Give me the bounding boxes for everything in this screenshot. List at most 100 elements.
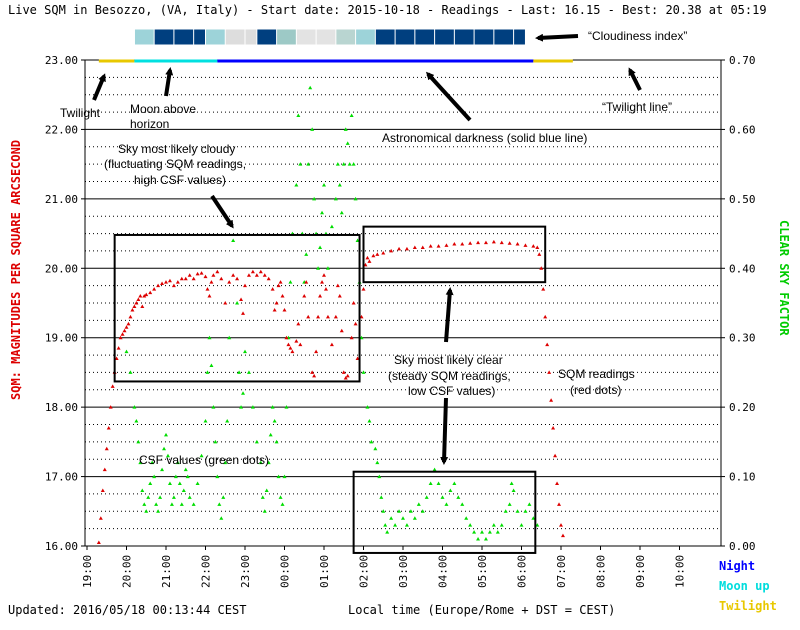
sqm-point <box>318 294 323 298</box>
sqm-point <box>130 307 135 312</box>
sqm-point <box>258 269 263 274</box>
sqm-point <box>286 342 291 347</box>
csf-point <box>381 509 386 513</box>
updated-timestamp: Updated: 2016/05/18 00:13:44 CEST <box>8 603 246 617</box>
sqm-point <box>325 314 330 319</box>
sqm-point <box>270 287 275 291</box>
csf-point <box>294 182 299 187</box>
highlight-boxes <box>113 225 547 554</box>
csf-point <box>128 370 133 374</box>
csf-point <box>164 432 168 437</box>
sqm-point <box>335 283 340 288</box>
csf-point <box>243 349 247 354</box>
csf-point <box>401 516 405 520</box>
csf-point <box>205 370 210 374</box>
sqm-point <box>187 273 192 277</box>
csf-point <box>148 481 153 486</box>
sqm-point <box>175 280 180 284</box>
csf-point <box>320 210 325 215</box>
csf-point <box>304 252 309 256</box>
csf-point <box>215 474 220 479</box>
csf-point <box>254 439 259 444</box>
arrow-clear-up <box>444 287 454 343</box>
csf-point <box>298 162 303 166</box>
csf-point <box>162 446 167 451</box>
csf-point <box>231 238 236 243</box>
sqm-point <box>136 297 141 302</box>
label-clear-2: (steady SQM readings, <box>388 369 511 383</box>
sqm-point <box>560 533 565 538</box>
csf-point <box>499 523 504 527</box>
csf-point <box>428 481 433 486</box>
sqm-point <box>191 276 196 281</box>
sqm-point <box>491 239 496 244</box>
sqm-point <box>351 301 356 305</box>
y-axis-ticks: 16.00 17.00 18.00 19.00 20.00 21.00 22.00 23.00 <box>45 54 85 553</box>
sqm-point <box>559 523 563 527</box>
sqm-point <box>531 244 536 248</box>
highlight-box-cloudy <box>113 233 361 383</box>
sqm-point <box>179 276 184 281</box>
sqm-point <box>557 502 562 506</box>
sqm-point <box>323 287 328 291</box>
csf-point <box>337 182 342 187</box>
csf-point <box>487 530 492 534</box>
csf-point <box>491 523 496 527</box>
csf-point <box>260 495 265 499</box>
csf-point <box>191 502 196 506</box>
csf-point <box>227 335 232 340</box>
csf-point <box>239 405 244 409</box>
csf-point <box>156 509 161 513</box>
sqm-point <box>96 540 101 545</box>
x-tick-label: 03:00 <box>397 555 410 588</box>
y2-tick-label: 0.10 <box>729 471 756 484</box>
csf-point <box>276 474 281 479</box>
sqm-point <box>203 274 208 279</box>
sqm-point <box>205 287 210 291</box>
legend-twilight: Twilight <box>719 599 777 613</box>
y2-tick-label: 0.70 <box>729 54 756 67</box>
csf-point <box>207 335 212 340</box>
sqm-point <box>296 321 301 326</box>
y2-tick-label: 0.20 <box>729 401 756 414</box>
sqm-point <box>102 467 107 472</box>
sqm-point <box>298 342 303 347</box>
sqm-point <box>353 321 358 326</box>
label-cloudy-1: Sky most likely cloudy <box>118 142 235 156</box>
label-moon-2: horizon <box>130 117 169 131</box>
csf-point <box>404 523 409 527</box>
csf-point <box>476 537 481 541</box>
csf-point <box>264 488 269 492</box>
csf-point <box>146 495 151 499</box>
sqm-point <box>144 292 149 297</box>
y-tick-label: 18.00 <box>45 401 78 414</box>
csf-point <box>420 509 425 513</box>
sqm-point <box>537 252 542 256</box>
sqm-point <box>337 294 342 298</box>
x-tick-label: 04:00 <box>437 555 450 588</box>
csf-point <box>140 488 145 492</box>
y2-axis-label: CLEAR SKY FACTOR <box>777 220 791 336</box>
sqm-point <box>207 294 212 298</box>
x-tick-label: 23:00 <box>239 555 252 588</box>
y2-tick-label: 0.40 <box>729 262 756 275</box>
sqm-point <box>553 453 558 458</box>
sqm-point <box>304 280 309 284</box>
csf-point <box>150 460 155 465</box>
sqm-point <box>124 325 129 329</box>
sqm-point <box>543 314 548 319</box>
sqm-point <box>329 342 334 347</box>
csf-point <box>322 182 326 187</box>
sqm-point <box>266 276 271 281</box>
x-tick-label: 06:00 <box>516 555 529 588</box>
csf-point <box>154 502 159 506</box>
csf-point <box>335 162 340 166</box>
csf-point <box>456 495 461 499</box>
csf-point <box>223 460 228 465</box>
sqm-point <box>282 307 287 312</box>
sqm-point <box>420 245 425 249</box>
sqm-point <box>302 294 307 298</box>
sqm-point <box>345 373 350 378</box>
sqm-point <box>104 446 109 451</box>
